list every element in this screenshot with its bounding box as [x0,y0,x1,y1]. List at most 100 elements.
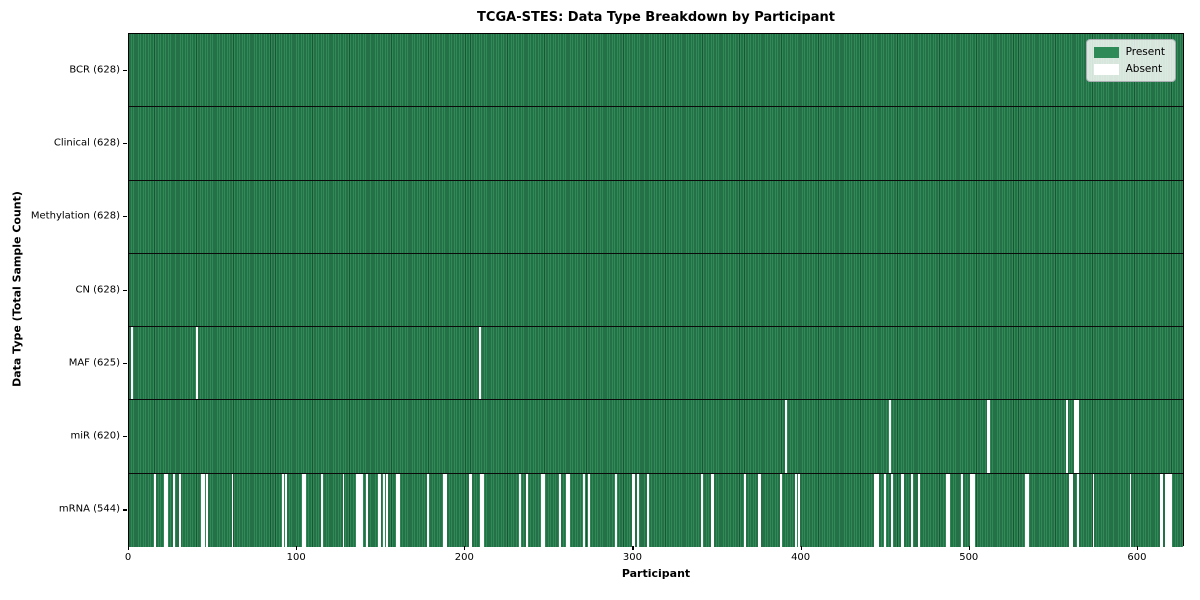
row-bcr [129,34,1183,108]
absent-stripe [282,473,284,547]
absent-stripe [540,473,543,547]
x-tick-mark [128,546,130,550]
absent-stripe [986,400,989,473]
absent-stripe [947,473,950,547]
absent-stripe [386,473,389,547]
absent-stripe [470,473,473,547]
absent-stripe [231,473,234,547]
absent-stripe [482,473,484,547]
absent-stripe [759,473,762,547]
y-tick-mark [123,289,127,291]
absent-stripe [875,473,878,547]
absent-stripe [302,473,305,547]
absent-stripe [902,473,905,547]
x-tick-label-0: 0 [124,552,132,563]
absent-stripe [712,473,715,547]
absent-stripe [1025,473,1028,547]
absent-stripe [1166,473,1169,547]
x-tick-label-100: 100 [286,552,306,563]
x-tick-label-500: 500 [959,552,979,563]
absent-stripe [1070,473,1073,547]
chart-title: TCGA-STES: Data Type Breakdown by Partic… [477,10,835,25]
absent-stripe [1129,473,1132,547]
y-tick-mark [123,362,127,364]
y-tick-mark [123,216,127,218]
absent-stripe [179,473,182,547]
row-clinical [129,107,1183,181]
absent-stripe [794,473,797,547]
y-tick-mark [123,509,127,511]
absent-stripe [1077,473,1080,547]
row-mir [129,400,1183,474]
absent-stripe [873,473,876,547]
row-maf [129,327,1183,401]
absent-stripe [443,473,446,547]
y-tick-mark [123,69,127,71]
absent-stripe [890,473,893,547]
y-tick-mark [123,142,127,145]
absent-stripe [525,473,528,547]
absent-stripe [910,473,913,547]
absent-stripe [1159,473,1162,547]
row-cn [129,253,1183,328]
absent-stripe [884,473,886,547]
absent-stripe [164,473,167,547]
absent-stripe [1161,473,1164,547]
x-tick-mark [800,546,802,550]
absent-stripe [1092,473,1095,547]
absent-stripe [130,327,133,400]
absent-stripe [165,473,168,547]
legend-absent-swatch [1093,63,1119,75]
row-methylation [129,180,1183,254]
y-tick-label-cn: CN (628) [75,284,120,295]
absent-stripe [342,473,345,547]
x-tick-mark [464,546,466,550]
absent-stripe [877,473,880,547]
y-tick-label-maf: MAF (625) [68,357,120,369]
absent-stripe [567,473,570,547]
absent-stripe [1026,473,1029,547]
y-tick-mark [123,436,127,438]
absent-stripe [583,473,585,547]
absent-stripe [202,473,205,547]
absent-stripe [631,473,634,547]
absent-stripe [172,473,175,547]
x-tick-label-600: 600 [1127,552,1147,563]
x-tick-mark [968,546,970,550]
absent-stripe [1075,400,1078,473]
absent-stripe [636,473,639,547]
absent-stripe [779,473,782,547]
absent-stripe [784,400,787,473]
absent-stripe [710,473,713,547]
absent-stripe [398,473,400,547]
absent-stripe [478,327,481,400]
absent-stripe [320,473,323,547]
absent-stripe [1065,400,1068,473]
absent-stripe [357,473,360,547]
absent-stripe [559,473,562,547]
y-tick-label-mir: miR (620) [70,430,120,442]
legend-item-present: Present [1093,46,1165,58]
absent-stripe [917,473,920,547]
absent-stripe [988,400,991,473]
legend: Present Absent [1085,39,1176,82]
absent-stripe [445,473,448,547]
absent-stripe [206,473,209,547]
absent-stripe [154,473,157,547]
absent-stripe [542,473,545,547]
row-mrna [129,473,1183,547]
absent-stripe [971,473,974,547]
absent-stripe [798,473,801,547]
absent-stripe [614,473,617,547]
absent-stripe [700,473,703,547]
legend-absent-label: Absent [1125,63,1163,75]
absent-stripe [757,473,760,547]
absent-stripe [196,327,199,400]
absent-stripe [1074,400,1076,473]
absent-stripe [969,473,972,547]
legend-present-swatch [1093,46,1119,58]
x-tick-label-400: 400 [791,552,811,563]
absent-stripe [468,473,471,547]
legend-present-label: Present [1125,46,1165,58]
